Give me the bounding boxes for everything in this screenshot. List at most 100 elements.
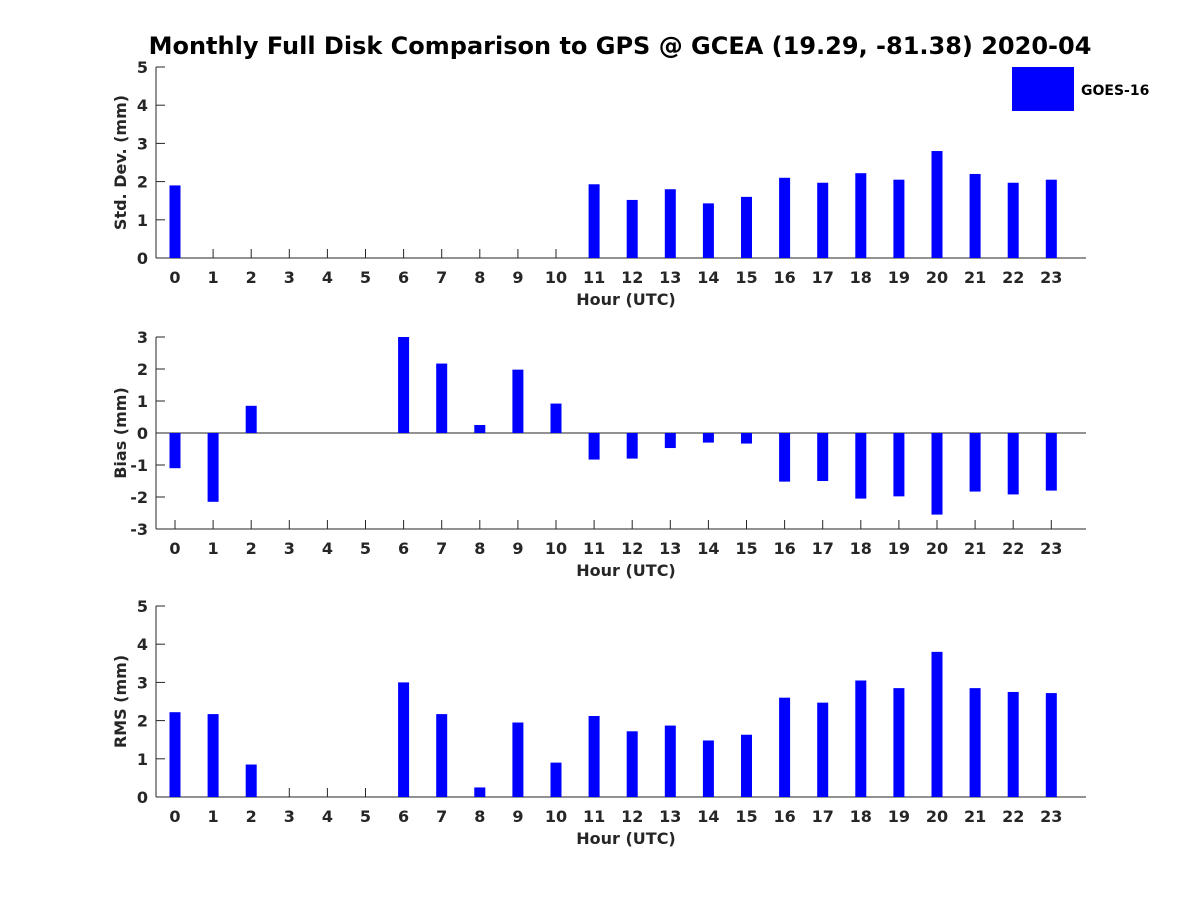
- bias-x-tick-label: 9: [512, 539, 523, 558]
- rms-x-tick-label: 17: [812, 807, 834, 826]
- chart-title: Monthly Full Disk Comparison to GPS @ GC…: [149, 32, 1092, 60]
- std-dev-x-tick-label: 10: [545, 268, 567, 287]
- rms-x-tick-label: 14: [697, 807, 719, 826]
- std-dev-x-tick-label: 14: [697, 268, 719, 287]
- bias-bar: [893, 433, 905, 497]
- rms-bar: [931, 651, 943, 797]
- rms-bar: [436, 714, 448, 797]
- bias-y-tick-label: -2: [130, 488, 148, 507]
- bias-x-tick-label: 21: [964, 539, 986, 558]
- bias-x-tick-label: 12: [621, 539, 643, 558]
- bias-bar: [436, 363, 448, 433]
- bias-bar: [474, 425, 486, 433]
- bias-x-tick-label: 5: [360, 539, 371, 558]
- rms-x-tick-label: 23: [1040, 807, 1062, 826]
- bias-bar: [1045, 433, 1057, 491]
- bias-x-tick-label: 15: [735, 539, 757, 558]
- std-dev-bar: [779, 177, 791, 258]
- rms-x-tick-label: 5: [360, 807, 371, 826]
- std-dev-y-tick-label: 5: [137, 58, 148, 77]
- legend: GOES-16: [1012, 67, 1149, 111]
- bias-y-tick-label: -1: [130, 456, 148, 475]
- rms-x-tick-label: 1: [208, 807, 219, 826]
- bias-x-tick-label: 10: [545, 539, 567, 558]
- rms-bar: [245, 764, 257, 797]
- rms-bar: [702, 740, 714, 797]
- bias-x-tick-label: 22: [1002, 539, 1024, 558]
- rms-bar: [474, 787, 486, 797]
- std-dev-bar: [817, 182, 829, 258]
- rms-bar: [664, 725, 676, 797]
- std-dev-x-tick-label: 15: [735, 268, 757, 287]
- bias-x-tick-label: 19: [888, 539, 910, 558]
- bias-x-tick-label: 23: [1040, 539, 1062, 558]
- std-dev-x-tick-label: 23: [1040, 268, 1062, 287]
- rms-bar: [207, 714, 219, 797]
- bias-x-tick-label: 11: [583, 539, 605, 558]
- rms-x-tick-label: 21: [964, 807, 986, 826]
- bias-x-axis-label: Hour (UTC): [576, 561, 676, 580]
- bias-bar: [398, 337, 410, 433]
- rms-x-tick-label: 11: [583, 807, 605, 826]
- std-dev-y-axis-label: Std. Dev. (mm): [111, 95, 130, 230]
- bias-x-tick-label: 7: [436, 539, 447, 558]
- bias-y-tick-label: 0: [137, 424, 148, 443]
- rms-x-tick-label: 16: [773, 807, 795, 826]
- bias-x-tick-label: 8: [474, 539, 485, 558]
- bias-bar: [779, 433, 791, 482]
- bias-bar: [855, 433, 867, 499]
- std-dev-bar: [1045, 179, 1057, 258]
- std-dev-x-tick-label: 7: [436, 268, 447, 287]
- std-dev-x-tick-label: 22: [1002, 268, 1024, 287]
- bias-y-tick-label: 1: [137, 392, 148, 411]
- rms-x-tick-label: 12: [621, 807, 643, 826]
- std-dev-x-tick-label: 6: [398, 268, 409, 287]
- std-dev-bar: [169, 185, 181, 258]
- rms-y-tick-label: 1: [137, 750, 148, 769]
- bias-bar: [207, 433, 219, 502]
- rms-x-tick-label: 8: [474, 807, 485, 826]
- std-dev-x-tick-label: 5: [360, 268, 371, 287]
- std-dev-x-tick-label: 12: [621, 268, 643, 287]
- bias-x-tick-label: 3: [284, 539, 295, 558]
- rms-x-tick-label: 18: [850, 807, 872, 826]
- bias-y-axis-label: Bias (mm): [111, 387, 130, 479]
- rms-bar: [741, 734, 752, 797]
- bias-bar: [702, 433, 714, 443]
- rms-bar: [969, 688, 981, 797]
- bias-bar: [169, 433, 181, 469]
- std-dev-x-tick-label: 20: [926, 268, 948, 287]
- rms-x-axis-label: Hour (UTC): [576, 829, 676, 848]
- bias-x-tick-label: 17: [812, 539, 834, 558]
- bias-x-tick-label: 4: [322, 539, 333, 558]
- rms-bar: [779, 697, 791, 797]
- bias-x-tick-label: 13: [659, 539, 681, 558]
- std-dev-bar: [969, 173, 981, 258]
- rms-bar: [1045, 693, 1057, 797]
- bias-bar: [817, 433, 829, 481]
- std-dev-bar: [626, 199, 638, 258]
- std-dev-x-tick-label: 4: [322, 268, 333, 287]
- std-dev-y-tick-label: 1: [137, 211, 148, 230]
- rms-x-tick-label: 13: [659, 807, 681, 826]
- rms-bar: [588, 716, 600, 797]
- bias-x-tick-label: 16: [773, 539, 795, 558]
- std-dev-bar: [1007, 182, 1019, 258]
- legend-swatch: [1012, 67, 1074, 111]
- bias-bar: [550, 403, 562, 433]
- std-dev-x-tick-label: 17: [812, 268, 834, 287]
- std-dev-bar: [931, 151, 943, 258]
- bias-bar: [626, 433, 638, 459]
- bias-x-tick-label: 0: [169, 539, 180, 558]
- bias-x-tick-label: 2: [246, 539, 257, 558]
- std-dev-y-tick-label: 4: [137, 96, 148, 115]
- std-dev-bar: [664, 189, 676, 258]
- bias-x-tick-label: 20: [926, 539, 948, 558]
- rms-bar: [550, 762, 562, 797]
- rms-y-tick-label: 4: [137, 635, 148, 654]
- rms-bar: [626, 731, 638, 797]
- std-dev-y-tick-label: 3: [137, 134, 148, 153]
- rms-y-tick-label: 2: [137, 712, 148, 731]
- rms-bar: [512, 722, 524, 797]
